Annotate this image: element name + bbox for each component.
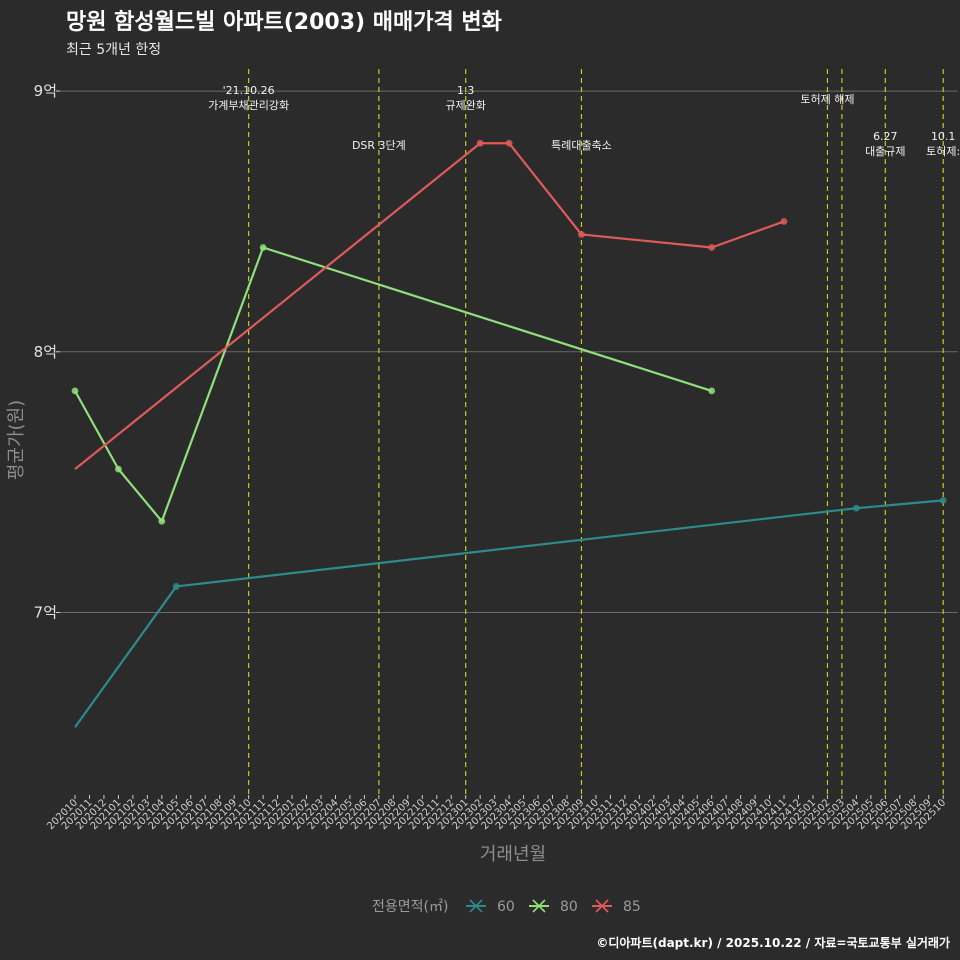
- series-line-60: [74, 499, 944, 728]
- series-point-85-202406: [708, 244, 716, 251]
- event-label-202502-0: 토허제 해제: [800, 92, 854, 106]
- legend: 전용면적(㎡) 60 80 85: [372, 899, 641, 915]
- series-point-85-202302: [476, 139, 484, 147]
- gridlines: [60, 90, 958, 613]
- series-line-85: [74, 142, 785, 470]
- series-point-85-202309: [578, 231, 585, 238]
- legend-key-cross2-60: [469, 899, 483, 913]
- series-point-80-202111: [259, 244, 267, 251]
- legend-label-85: 85: [623, 899, 641, 915]
- legend-label-80: 80: [560, 899, 578, 915]
- legend-key-cross2-85: [595, 899, 609, 913]
- y-axis-title: 평균가(원): [6, 400, 27, 480]
- series-line-80: [74, 246, 713, 523]
- series-point-60-202504: [852, 504, 860, 512]
- event-lines: [248, 69, 944, 795]
- ytick-label-9억: 9억: [34, 82, 57, 100]
- chart-title: 망원 함성월드빌 아파트(2003) 매매가격 변화: [66, 10, 502, 35]
- event-label-202506-1: 대출규제: [865, 145, 905, 158]
- event-label-202301-1: 규제완화: [445, 99, 485, 112]
- event-label-202506-0: 6.27: [873, 130, 898, 143]
- event-label-202510-1: 토허제:: [926, 145, 960, 158]
- event-label-202510-0: 10.1: [931, 130, 956, 143]
- series-point-80-202101: [115, 465, 122, 473]
- event-label-202207-0: DSR 3단계: [352, 139, 406, 152]
- legend-key-cross2-80: [532, 899, 546, 913]
- series-point-85-202411: [780, 218, 788, 225]
- x-axis-ticks: 2020102020112020122021012021022021032021…: [45, 795, 948, 832]
- event-label-202110-1: 가계부채관리강화: [208, 99, 289, 112]
- ytick-label-7억: 7억: [34, 604, 57, 622]
- chart-caption: ©디아파트(dapt.kr) / 2025.10.22 / 자료=국토교통부 실…: [596, 935, 950, 950]
- chart-subtitle: 최근 5개년 한정: [66, 42, 161, 58]
- series-lines: [71, 139, 947, 728]
- series-point-60-202510: [939, 496, 947, 504]
- series-point-80-202406: [708, 387, 716, 395]
- y-axis-ticks: 7억 8억 9억: [34, 82, 60, 622]
- event-label-202301-0: 1.3: [457, 84, 475, 97]
- ytick-label-8억: 8억: [34, 343, 57, 361]
- x-axis-title: 거래년월: [480, 844, 546, 865]
- series-point-80-202010: [71, 387, 79, 395]
- series-point-85-202304: [505, 139, 513, 147]
- legend-title: 전용면적(㎡): [372, 899, 448, 915]
- series-point-80-202104: [158, 517, 166, 525]
- event-label-202309-0: 특례대출축소: [551, 139, 612, 152]
- series-point-60-202105: [172, 583, 180, 590]
- legend-label-60: 60: [497, 899, 515, 915]
- event-label-202110-0: '21.10.26: [223, 84, 275, 97]
